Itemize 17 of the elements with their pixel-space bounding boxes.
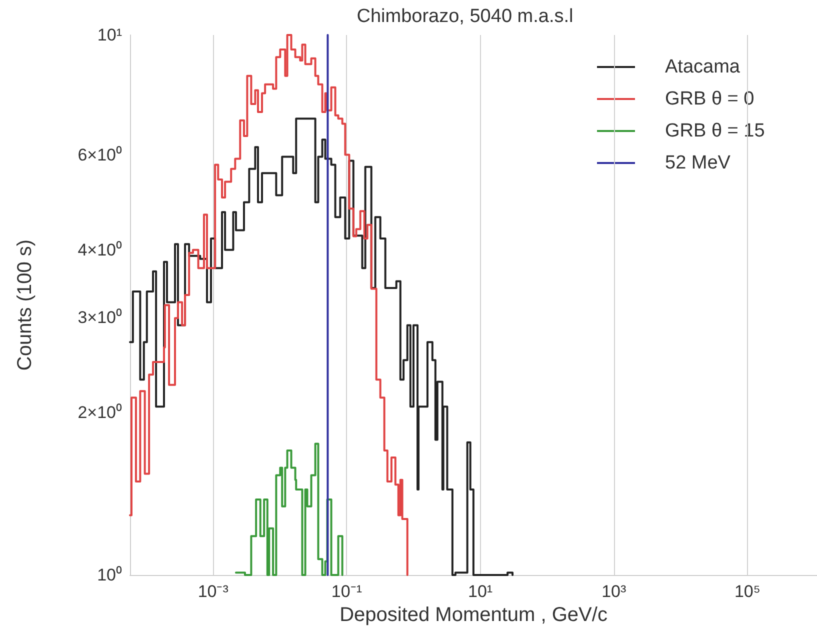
x-tick-label: 10⁻³ [198,582,229,601]
y-tick-label: 2×10⁰ [78,402,122,422]
legend-label: GRB θ = 15 [665,120,765,142]
y-tick-label: 10¹ [97,26,122,44]
x-tick-label: 10¹ [468,582,493,601]
x-tick-label: 10⁻¹ [331,582,362,601]
x-tick-label: 10⁵ [734,582,760,601]
y-tick-label: 10⁰ [97,566,122,584]
y-tick-label: 3×10⁰ [78,308,122,327]
y-tick-label: 4×10⁰ [78,240,122,260]
chart-title: Chimborazo, 5040 m.a.s.l [356,6,574,27]
y-axis-title: Counts (100 s) [14,239,36,371]
y-tick-label: 6×10⁰ [78,145,122,164]
legend-label: 52 MeV [665,152,731,174]
x-axis-title: Deposited Momentum , GeV/c [340,604,608,626]
x-tick-label: 10³ [602,582,626,601]
legend-label: Atacama [665,56,740,78]
